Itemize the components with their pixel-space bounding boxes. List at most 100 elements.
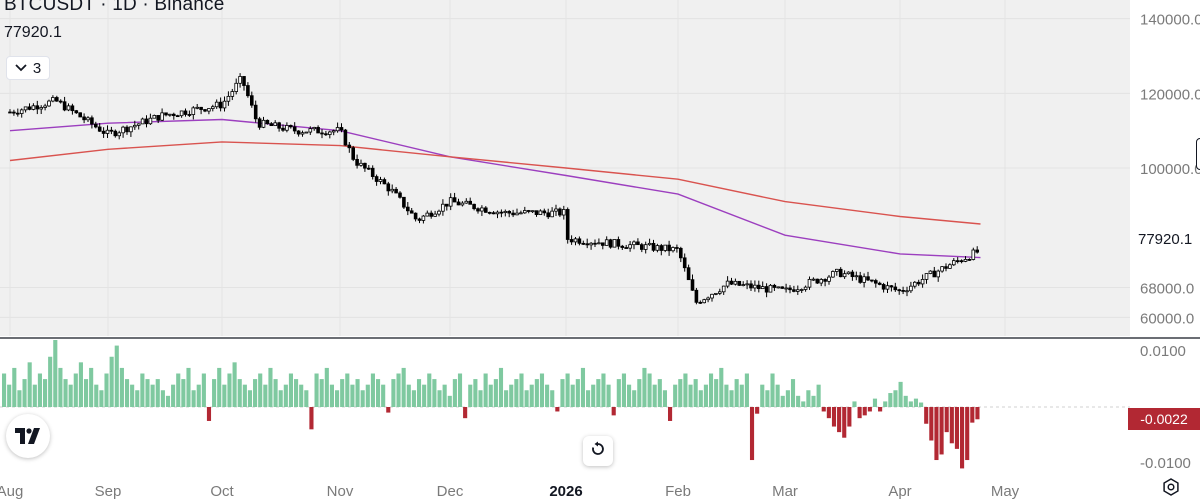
candle-body — [932, 270, 937, 278]
time-tick-label: Nov — [327, 483, 354, 500]
candle-body — [530, 210, 535, 213]
candle-body — [554, 208, 558, 212]
oscillator-bar — [970, 407, 975, 423]
oscillator-bar — [94, 384, 99, 407]
candle-body — [257, 118, 262, 128]
candle-body — [729, 280, 734, 285]
last-price-label: 77920.1 — [4, 24, 62, 41]
candle-body — [339, 127, 344, 131]
candle-body — [285, 125, 289, 131]
oscillator-bar — [606, 384, 611, 407]
oscillator-bar — [949, 407, 954, 444]
gear-icon — [1162, 477, 1180, 501]
candle-body — [136, 123, 141, 126]
candle-body — [889, 285, 894, 288]
candle-body — [495, 211, 500, 215]
oscillator-bar — [524, 390, 529, 407]
candle-body — [686, 267, 691, 281]
candle-body — [203, 109, 207, 112]
candle-body — [23, 106, 28, 111]
oscillator-bar — [883, 401, 888, 407]
oscillator-bar — [662, 390, 667, 407]
candle-body — [210, 106, 215, 109]
candle-body — [230, 91, 235, 97]
candle-body — [398, 192, 402, 198]
candle-body — [745, 283, 749, 286]
oscillator-bar — [708, 373, 714, 407]
oscillator-bar — [201, 373, 206, 407]
oscillator-bar — [319, 379, 324, 407]
oscillator-bar — [724, 384, 729, 407]
candle-body — [476, 208, 480, 212]
candle-body — [448, 197, 453, 207]
candle-body — [483, 207, 488, 213]
candle-body — [58, 100, 63, 103]
candle-body — [803, 286, 808, 290]
candle-body — [523, 210, 527, 214]
candle-body — [242, 76, 246, 86]
candle-body — [503, 210, 508, 213]
oscillator-bar — [749, 407, 755, 461]
candle-body — [710, 293, 714, 299]
candle-body — [265, 119, 270, 125]
oscillator-bar — [473, 379, 478, 407]
candle-body — [796, 289, 800, 292]
candle-body — [117, 132, 122, 137]
oscillator-bar — [242, 384, 247, 407]
candlestick-series — [8, 73, 979, 305]
candle-body — [62, 101, 67, 111]
side-panel-toggle[interactable] — [1196, 138, 1200, 170]
candle-body — [66, 105, 71, 111]
oscillator-bar — [422, 384, 427, 407]
oscillator-bar — [222, 384, 227, 407]
oscillator-bar — [268, 367, 273, 407]
candle-body — [129, 126, 133, 133]
oscillator-bar — [48, 356, 53, 407]
oscillator-bar — [693, 379, 698, 407]
candle-body — [831, 271, 835, 278]
oscillator-bar — [130, 384, 135, 407]
candle-body — [760, 286, 765, 290]
candle-body — [702, 299, 706, 304]
candle-body — [581, 242, 586, 245]
candle-body — [772, 284, 777, 288]
candle-body — [312, 126, 316, 130]
oscillator-bar — [806, 390, 811, 407]
oscillator-bar — [570, 384, 575, 407]
oscillator-bar — [150, 384, 155, 407]
oscillator-bar — [294, 379, 299, 407]
candle-body — [456, 201, 461, 206]
oscillator-bar — [411, 390, 416, 407]
oscillator-bar — [785, 390, 790, 407]
oscillator-bar — [560, 379, 565, 407]
candle-body — [562, 209, 566, 216]
oscillator-bar — [960, 407, 965, 469]
reset-chart-button[interactable] — [583, 436, 613, 466]
candle-body — [207, 108, 211, 112]
candle-body — [78, 112, 83, 118]
candle-body — [378, 179, 383, 182]
oscillator-bar — [714, 379, 719, 407]
oscillator-bar — [355, 379, 360, 407]
candle-body — [718, 291, 722, 294]
oscillator-bar — [447, 395, 452, 407]
candle-body — [753, 284, 757, 289]
oscillator-bar — [73, 373, 78, 407]
candle-body — [94, 123, 98, 128]
indicators-collapse-button[interactable]: 3 — [6, 56, 50, 80]
candle-body — [698, 301, 703, 304]
candle-body — [452, 197, 457, 203]
oscillator-bar — [867, 407, 872, 412]
oscillator-bar — [821, 407, 826, 412]
oscillator-bar — [913, 398, 919, 407]
chart-settings-button[interactable] — [1160, 477, 1182, 501]
indicators-count: 3 — [32, 59, 42, 77]
candle-body — [651, 242, 656, 251]
candle-body — [959, 260, 964, 263]
tradingview-logo-icon[interactable] — [6, 414, 50, 458]
candle-body — [632, 241, 636, 246]
candle-body — [402, 196, 406, 208]
candle-body — [780, 286, 784, 289]
oscillator-bar — [63, 379, 68, 407]
